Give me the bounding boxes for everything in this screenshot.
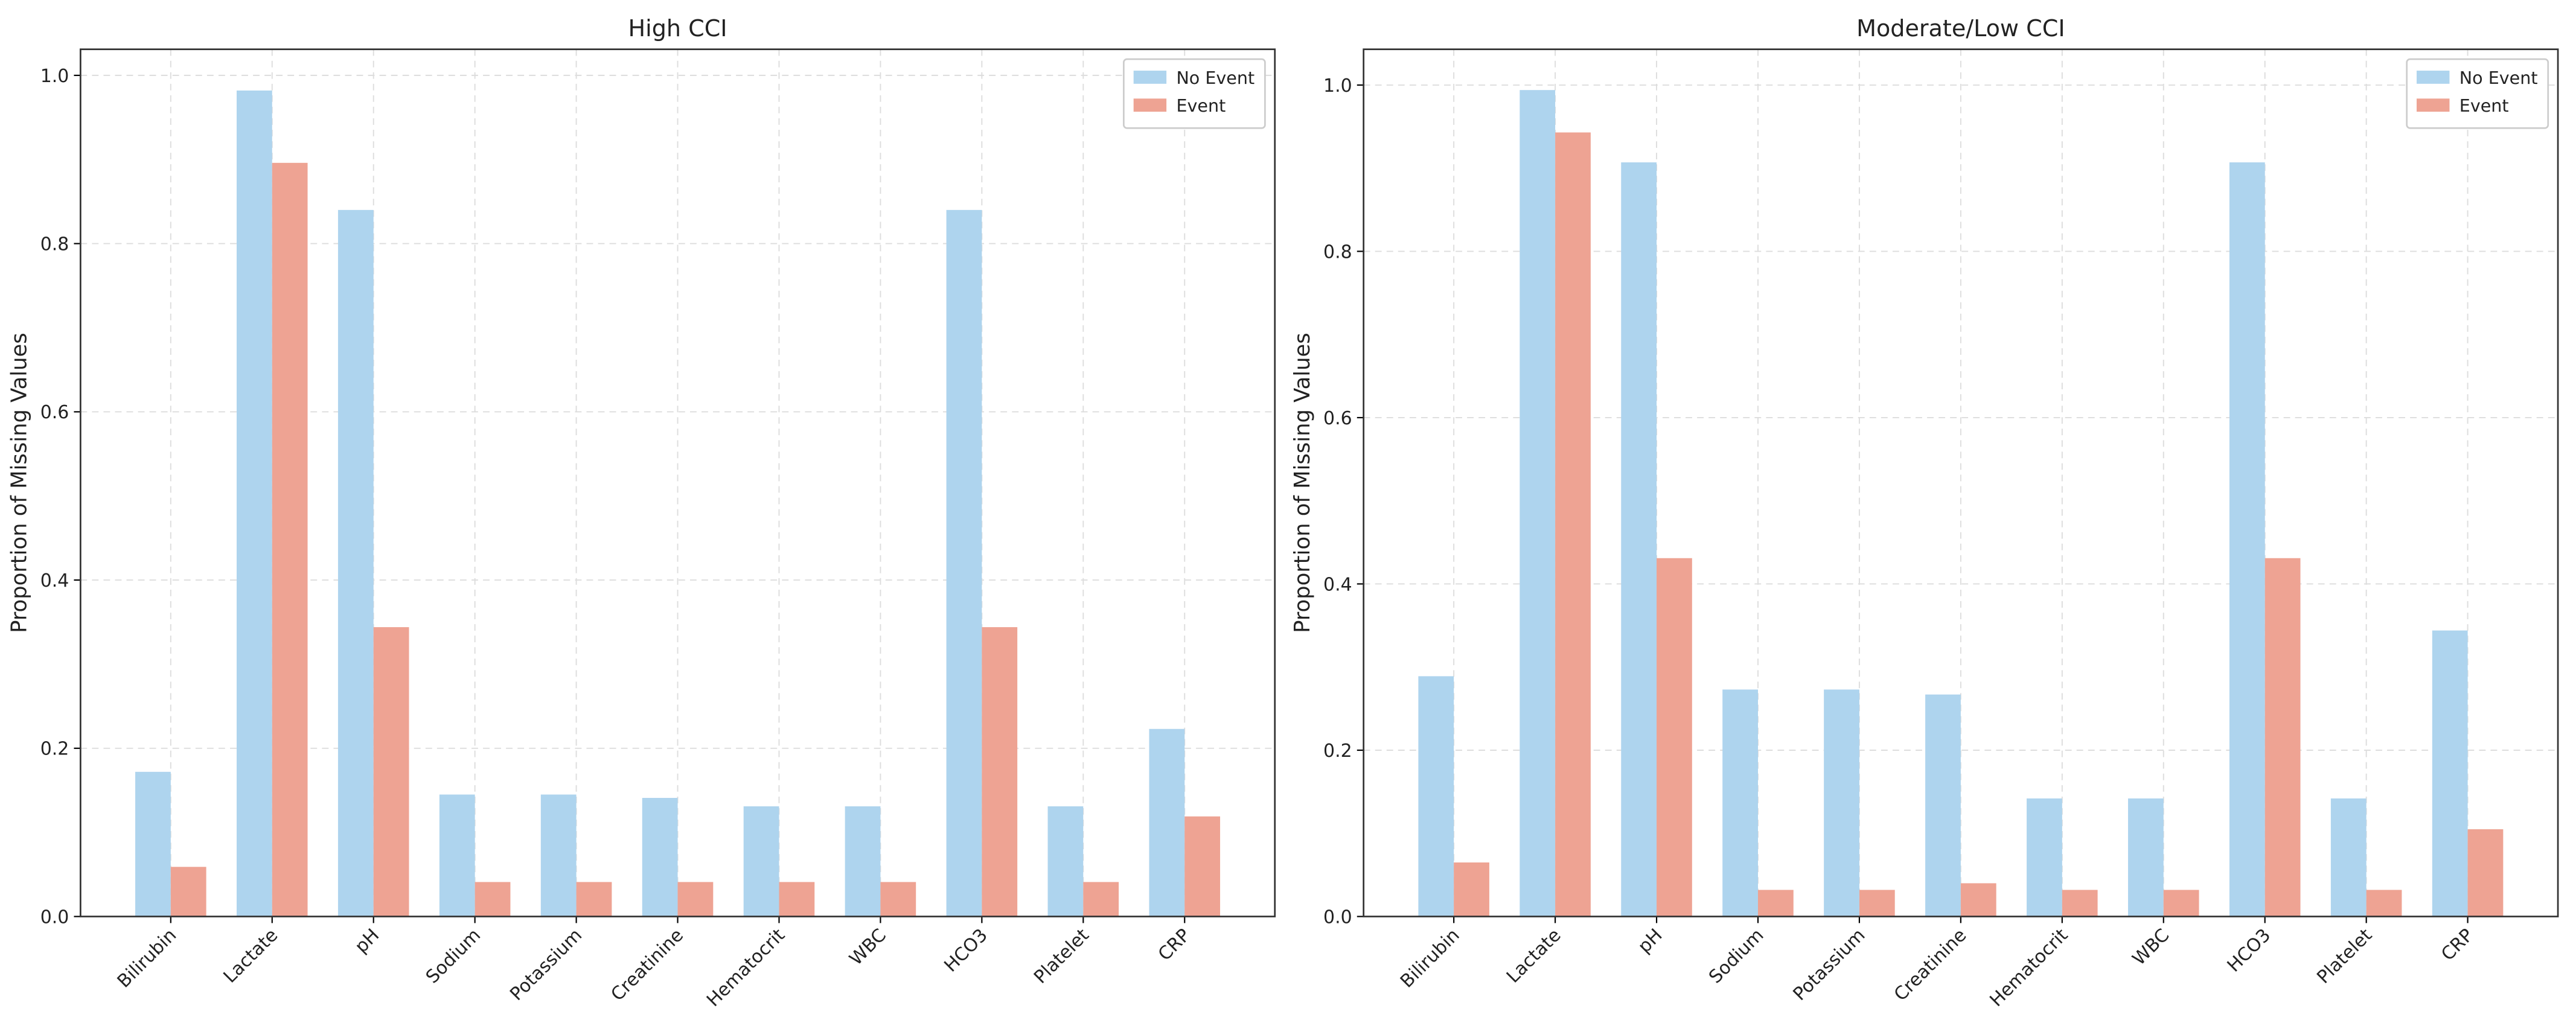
- bar: [540, 794, 577, 917]
- x-tick-label: CRP: [2437, 925, 2478, 965]
- bar: [2264, 558, 2301, 917]
- bar: [1859, 890, 1895, 917]
- y-tick-label: 0.2: [1323, 741, 1352, 762]
- legend-swatch: [1133, 71, 1167, 84]
- y-tick-label: 0.4: [1323, 574, 1352, 595]
- y-tick-label: 0.0: [40, 907, 69, 928]
- bar: [677, 882, 714, 917]
- bar: [2229, 162, 2265, 917]
- x-tick-label: Hematocrit: [703, 925, 789, 1011]
- bar: [337, 209, 374, 917]
- x-tick-label: Bilirubin: [113, 925, 181, 992]
- bar: [272, 162, 308, 917]
- bar: [1960, 883, 1996, 917]
- bar: [170, 867, 206, 917]
- x-tick-label: WBC: [845, 925, 890, 970]
- x-tick-label: pH: [351, 925, 383, 957]
- bar: [2127, 798, 2164, 917]
- x-tick-label: Lactate: [1503, 925, 1565, 987]
- legend-swatch: [1133, 98, 1167, 112]
- bar: [2330, 798, 2367, 917]
- chart-title: High CCI: [628, 15, 727, 42]
- bar: [236, 90, 272, 917]
- bar: [1657, 558, 1692, 917]
- y-axis-label: Proportion of Missing Values: [1290, 333, 1315, 633]
- legend-label: No Event: [1176, 68, 1254, 88]
- y-tick-label: 1.0: [1323, 75, 1352, 97]
- bar: [1083, 882, 1119, 917]
- bar: [743, 806, 779, 917]
- x-tick-label: WBC: [2129, 925, 2174, 970]
- bar: [1184, 816, 1221, 917]
- bar: [2027, 798, 2062, 917]
- x-tick-label: Hematocrit: [1986, 925, 2072, 1011]
- bar: [576, 882, 612, 917]
- legend-swatch: [2417, 71, 2450, 84]
- x-tick-label: Creatinine: [607, 925, 688, 1006]
- bar: [1824, 689, 1859, 917]
- bar: [475, 882, 511, 917]
- legend-label: Event: [1176, 95, 1226, 116]
- bar: [1722, 689, 1758, 917]
- x-tick-label: Bilirubin: [1396, 925, 1464, 992]
- bar: [946, 209, 982, 917]
- x-tick-label: Platelet: [1030, 925, 1093, 988]
- y-tick-label: 1.0: [40, 66, 69, 87]
- bar: [1149, 728, 1185, 917]
- y-tick-label: 0.6: [40, 402, 69, 423]
- bar: [2062, 890, 2098, 917]
- y-tick-label: 0.4: [40, 570, 69, 591]
- x-tick-label: CRP: [1154, 925, 1195, 965]
- bar: [135, 771, 171, 917]
- x-tick-label: Platelet: [2313, 925, 2376, 988]
- legend-label: No Event: [2459, 68, 2538, 88]
- x-tick-label: HCO3: [2223, 925, 2275, 977]
- bar: [1621, 162, 1657, 917]
- bar: [1555, 132, 1591, 917]
- bar: [1925, 694, 1961, 917]
- bar: [1520, 90, 1556, 917]
- x-tick-label: pH: [1634, 925, 1666, 957]
- bar: [2163, 890, 2199, 917]
- bar: [1454, 862, 1489, 917]
- bar: [1757, 890, 1794, 917]
- x-tick-label: Potassium: [1789, 925, 1870, 1005]
- x-tick-label: Lactate: [220, 925, 283, 987]
- y-tick-label: 0.8: [1323, 241, 1352, 263]
- y-tick-label: 0.0: [1323, 907, 1352, 928]
- x-tick-label: Creatinine: [1890, 925, 1971, 1006]
- legend-swatch: [2417, 98, 2450, 112]
- x-tick-label: HCO3: [940, 925, 992, 977]
- axes-frame: [79, 48, 1276, 917]
- x-tick-label: Sodium: [1705, 925, 1768, 987]
- x-tick-label: Potassium: [506, 925, 586, 1005]
- bar: [845, 806, 881, 917]
- axes-frame: [1363, 48, 2559, 917]
- bar: [2432, 630, 2468, 917]
- bar: [439, 794, 475, 917]
- chart-title: Moderate/Low CCI: [1856, 15, 2065, 42]
- y-tick-label: 0.2: [40, 739, 69, 760]
- bar: [880, 882, 916, 917]
- y-tick-label: 0.8: [40, 234, 69, 255]
- x-tick-label: Sodium: [422, 925, 485, 987]
- bar: [779, 882, 815, 917]
- bar: [373, 627, 409, 917]
- bar: [2366, 890, 2402, 917]
- bar: [982, 627, 1018, 917]
- chart-panel: High CCI Proportion of Missing Values 0.0 0…: [7, 15, 1276, 1011]
- bar: [642, 798, 678, 917]
- legend-label: Event: [2459, 95, 2509, 116]
- y-tick-label: 0.6: [1323, 408, 1352, 429]
- bar: [1047, 806, 1084, 917]
- y-axis-label: Proportion of Missing Values: [7, 333, 32, 633]
- bar: [1418, 676, 1454, 917]
- bar: [2467, 829, 2504, 917]
- chart-panel: Moderate/Low CCI Proportion of Missing Va…: [1290, 15, 2559, 1011]
